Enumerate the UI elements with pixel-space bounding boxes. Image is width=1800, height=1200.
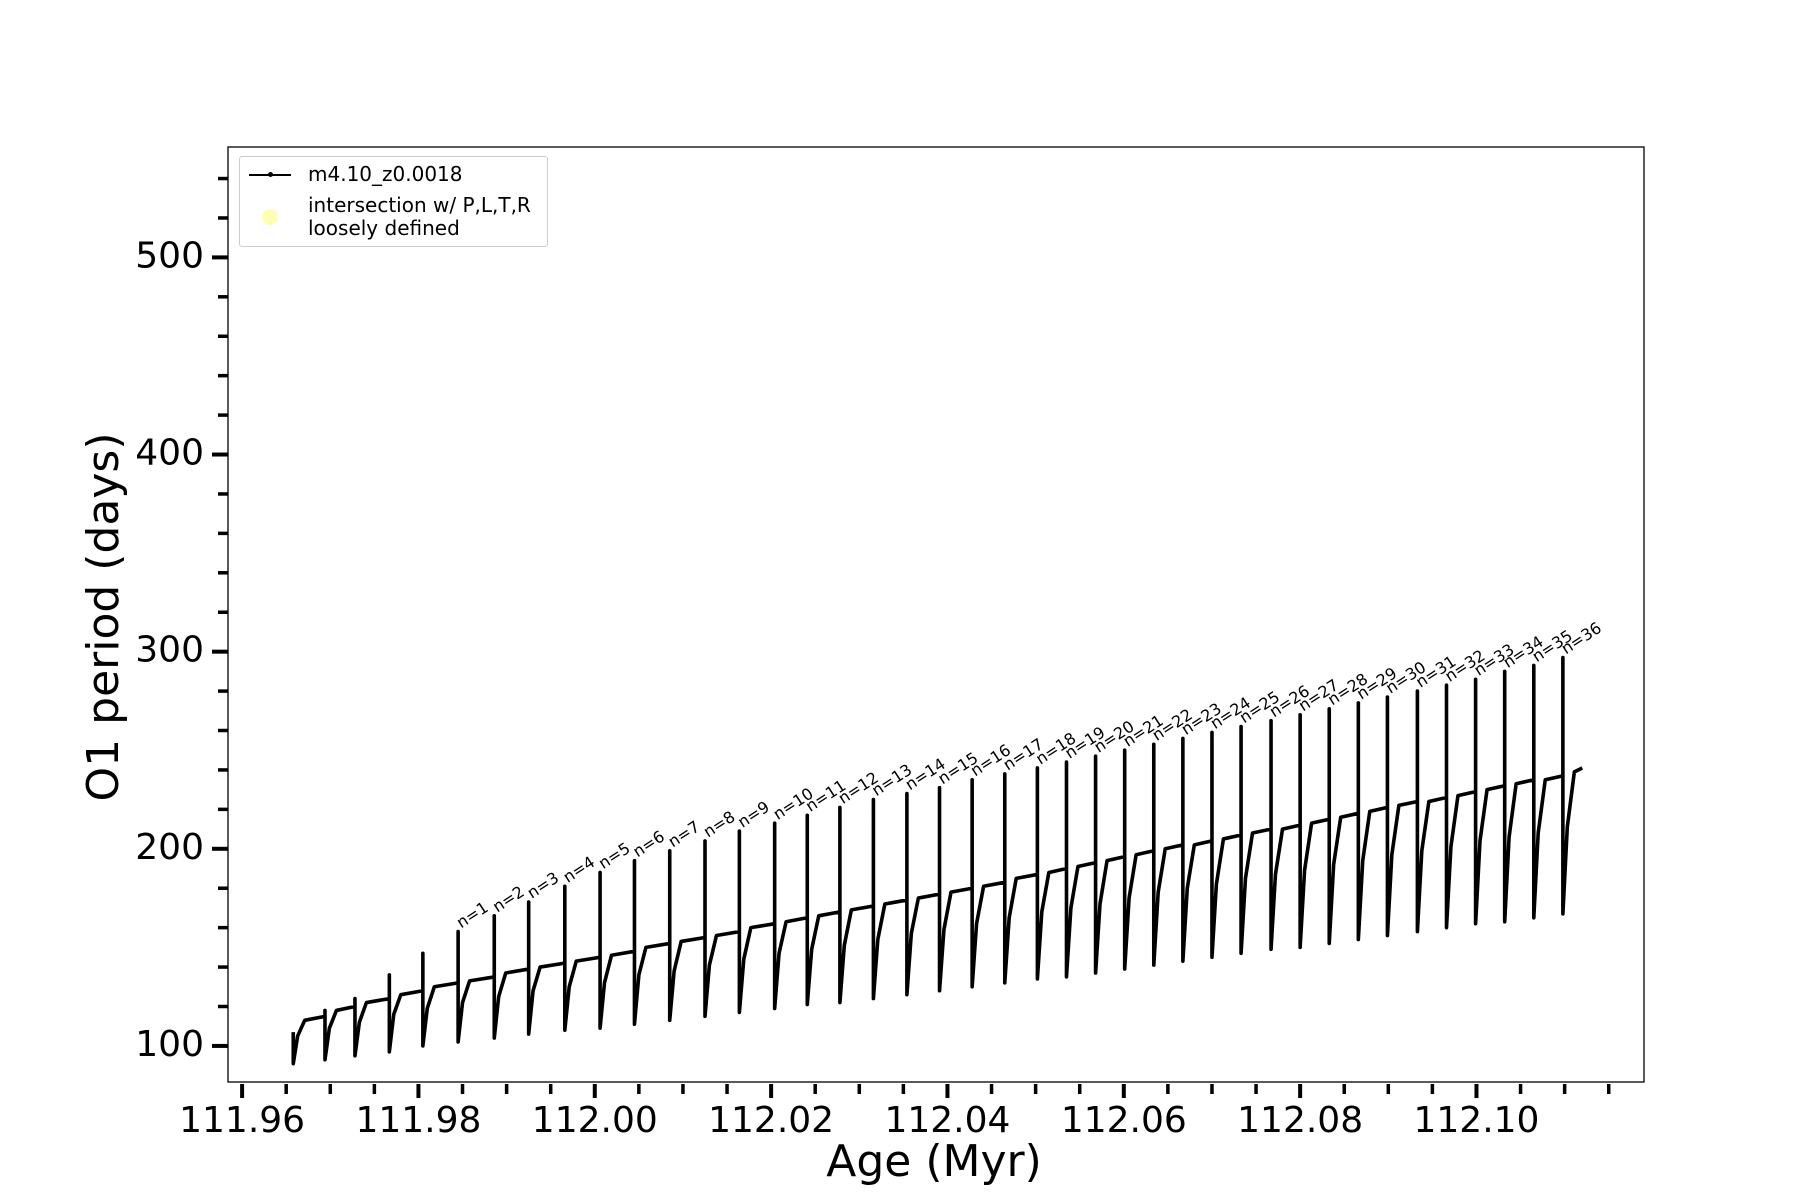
annotation: n=9 xyxy=(734,797,773,831)
x-tick-label: 112.06 xyxy=(1061,1100,1187,1141)
x-tick-label: 112.00 xyxy=(532,1100,658,1141)
annotation: n=8 xyxy=(700,807,739,841)
y-axis-title: O1 period (days) xyxy=(78,433,129,802)
legend-label: m4.10_z0.0018 xyxy=(308,162,463,186)
series-line xyxy=(291,655,1584,1066)
y-tick-label: 400 xyxy=(135,433,204,474)
y-tick-label: 500 xyxy=(135,235,204,276)
y-tick-label: 100 xyxy=(135,1024,204,1065)
legend-marker xyxy=(262,209,278,225)
y-tick-label: 300 xyxy=(135,630,204,671)
annotation: n=5 xyxy=(595,838,634,872)
annotation: n=7 xyxy=(665,817,704,851)
x-tick-label: 112.04 xyxy=(884,1100,1010,1141)
x-axis-title: Age (Myr) xyxy=(826,1136,1042,1187)
x-tick-label: 111.96 xyxy=(179,1100,305,1141)
x-tick-label: 112.08 xyxy=(1237,1100,1363,1141)
legend-label: intersection w/ P,L,T,R loosely defined xyxy=(308,193,531,240)
x-tick-label: 111.98 xyxy=(355,1100,481,1141)
annotation: n=2 xyxy=(489,882,528,916)
annotation: n=3 xyxy=(524,868,563,902)
y-tick-label: 200 xyxy=(135,827,204,868)
annotation: n=4 xyxy=(560,852,599,886)
annotation: n=1 xyxy=(453,898,492,932)
legend-marker xyxy=(268,172,273,177)
legend: m4.10_z0.0018 intersection w/ P,L,T,R loo… xyxy=(239,156,548,247)
x-tick-label: 112.02 xyxy=(708,1100,834,1141)
plot-frame xyxy=(227,146,1645,1083)
x-tick-label: 112.10 xyxy=(1413,1100,1539,1141)
annotation: n=6 xyxy=(629,827,668,861)
annotation: n=36 xyxy=(1558,618,1605,658)
